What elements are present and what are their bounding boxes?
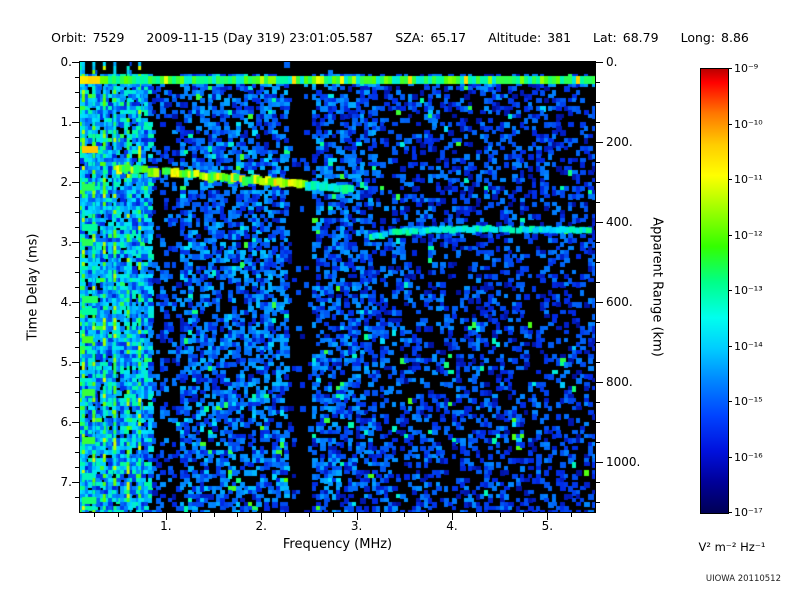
y2-tick-label: 200. — [606, 135, 633, 149]
altitude-label: Altitude: — [488, 30, 542, 45]
y2-minor-tick — [596, 282, 600, 283]
x-minor-tick — [523, 513, 525, 517]
y2-minor-tick — [596, 182, 600, 183]
y2-minor-tick — [596, 162, 600, 163]
lat-field: Lat: 68.79 — [593, 30, 659, 45]
spectrogram-canvas — [80, 62, 595, 512]
orbit-field: Orbit: 7529 — [51, 30, 124, 45]
x-minor-tick — [213, 513, 215, 517]
y2-tick — [596, 62, 603, 63]
y2-tick-label: 600. — [606, 295, 633, 309]
x-minor-tick — [118, 513, 120, 517]
y2-minor-tick — [596, 342, 600, 343]
sza-field: SZA: 65.17 — [395, 30, 466, 45]
x-tick-label: 3. — [350, 519, 363, 533]
y-tick-label: 6. — [60, 415, 72, 429]
x-tick — [547, 513, 549, 520]
colorbar-gradient — [701, 69, 728, 513]
x-minor-tick — [380, 513, 382, 517]
colorbar-tick-label: 10⁻¹⁴ — [734, 339, 763, 353]
y2-minor-tick — [596, 502, 600, 503]
y2-minor-tick — [596, 442, 600, 443]
y2-minor-tick — [596, 482, 600, 483]
x-tick-label: 1. — [160, 519, 172, 533]
lat-value: 68.79 — [622, 30, 659, 45]
y2-tick-label: 0. — [606, 55, 618, 69]
x-axis-title: Frequency (MHz) — [282, 537, 393, 552]
x-minor-tick — [499, 513, 501, 517]
y2-tick-label: 1000. — [606, 455, 641, 469]
sza-value: 65.17 — [430, 30, 467, 45]
colorbar-tick-label: 10⁻¹³ — [734, 284, 763, 297]
x-tick — [165, 513, 167, 520]
y2-tick — [596, 222, 603, 223]
y2-tick-label: 800. — [606, 375, 633, 389]
y2-tick — [596, 142, 603, 143]
x-minor-tick — [332, 513, 334, 517]
y2-tick — [596, 382, 603, 383]
header-info: Orbit: 7529 2009-11-15 (Day 319) 23:01:05… — [0, 30, 800, 45]
x-tick-label: 4. — [446, 519, 458, 533]
y2-minor-tick — [596, 242, 600, 243]
orbit-value: 7529 — [92, 30, 125, 45]
lat-label: Lat: — [593, 30, 617, 45]
long-label: Long: — [680, 30, 716, 45]
y2-minor-tick — [596, 362, 600, 363]
y2-minor-tick — [596, 402, 600, 403]
y-tick-label: 0. — [60, 55, 72, 69]
colorbar-tick-label: 10⁻¹¹ — [734, 173, 763, 186]
x-minor-tick — [475, 513, 477, 517]
y2-tick — [596, 462, 603, 463]
y2-minor-tick — [596, 122, 600, 123]
y2-minor-tick — [596, 322, 600, 323]
y2-minor-tick — [596, 262, 600, 263]
x-minor-tick — [141, 513, 143, 517]
colorbar-tick-label: 10⁻¹⁵ — [734, 395, 763, 408]
sza-label: SZA: — [395, 30, 425, 45]
y2-axis-title: Apparent Range (km) — [649, 217, 665, 357]
long-field: Long: 8.86 — [681, 30, 749, 45]
y-axis-title: Time Delay (ms) — [25, 233, 41, 341]
x-minor-tick — [94, 513, 96, 517]
colorbar-unit-label: V² m⁻² Hz⁻¹ — [698, 540, 766, 554]
y-tick-label: 2. — [60, 175, 72, 189]
x-minor-tick — [237, 513, 239, 517]
x-minor-tick — [308, 513, 310, 517]
colorbar-tick-label: 10⁻¹⁶ — [734, 450, 763, 464]
colorbar-tick-label: 10⁻¹² — [734, 228, 763, 242]
x-minor-tick — [189, 513, 191, 517]
datetime-field: 2009-11-15 (Day 319) 23:01:05.587 — [146, 30, 373, 45]
y-tick-label: 5. — [60, 355, 72, 369]
orbit-label: Orbit: — [51, 30, 87, 45]
altitude-value: 381 — [547, 30, 572, 45]
x-tick-label: 2. — [255, 519, 267, 533]
y-tick-label: 7. — [60, 475, 72, 489]
long-value: 8.86 — [721, 30, 749, 45]
x-tick-label: 5. — [541, 519, 554, 533]
colorbar-tick-label: 10⁻¹⁷ — [734, 506, 763, 519]
colorbar — [700, 68, 729, 514]
y-tick-label: 1. — [60, 115, 72, 129]
y2-minor-tick — [596, 202, 600, 203]
x-minor-tick — [428, 513, 430, 517]
y2-tick-label: 400. — [606, 215, 633, 229]
y2-tick — [596, 302, 603, 303]
x-minor-tick — [404, 513, 406, 517]
credit-text: UIOWA 20110512 — [705, 574, 781, 584]
colorbar-tick-label: 10⁻¹⁰ — [734, 117, 763, 131]
x-tick — [451, 513, 453, 520]
y2-minor-tick — [596, 422, 600, 423]
y2-minor-tick — [596, 102, 600, 103]
y2-minor-tick — [596, 82, 600, 83]
x-tick — [356, 513, 358, 520]
colorbar-tick-label: 10⁻⁹ — [734, 62, 759, 75]
spectrogram-plot — [79, 61, 596, 513]
x-tick — [261, 513, 263, 520]
datetime-value: 2009-11-15 (Day 319) 23:01:05.587 — [146, 30, 374, 45]
x-minor-tick — [571, 513, 573, 517]
x-minor-tick — [285, 513, 287, 517]
altitude-field: Altitude: 381 — [488, 30, 571, 45]
